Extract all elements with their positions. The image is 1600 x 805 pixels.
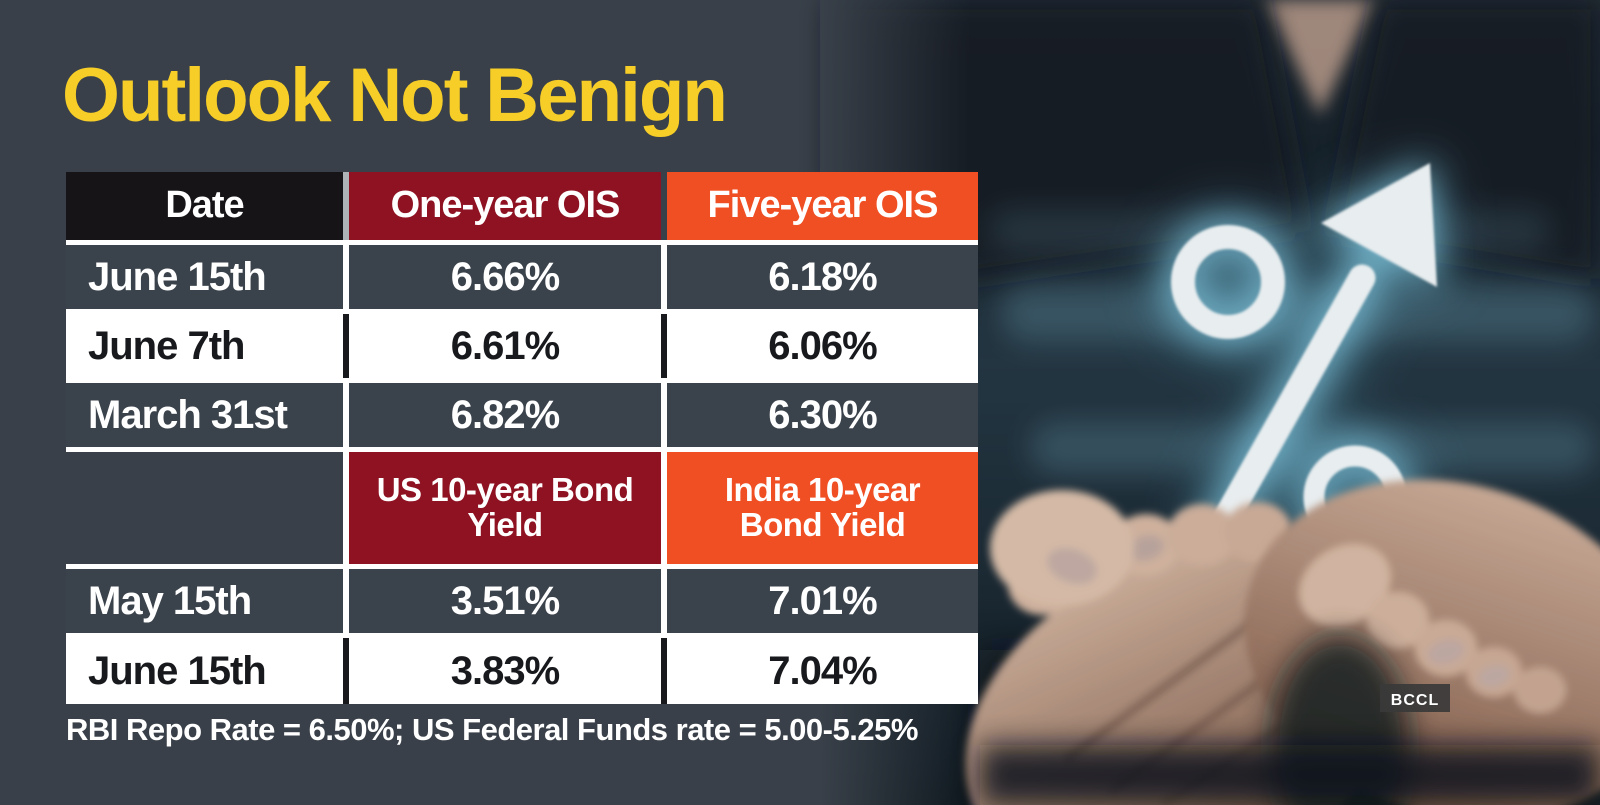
watermark-text: BCCL	[1391, 692, 1439, 709]
row-divider	[66, 633, 978, 638]
cell-separator	[661, 638, 667, 704]
india-bond-yield-value: 7.01%	[667, 569, 978, 633]
row-divider	[66, 564, 978, 569]
us-bond-yield-value: 3.51%	[349, 569, 661, 633]
header-one-year-ois: One-year OIS	[349, 172, 661, 240]
table-row: June 7th 6.61% 6.06%	[66, 314, 978, 378]
header-separator	[661, 452, 667, 564]
date-cell: June 7th	[66, 314, 343, 378]
row-divider	[66, 447, 978, 452]
five-year-ois-value: 6.30%	[667, 383, 978, 447]
row-divider	[66, 240, 978, 245]
header-us-10y-bond: US 10-year Bond Yield	[349, 452, 661, 564]
date-cell: June 15th	[66, 245, 343, 309]
header-separator	[343, 172, 349, 240]
header-empty	[66, 452, 343, 564]
table-row: June 15th 6.66% 6.18%	[66, 245, 978, 309]
cell-separator	[343, 314, 349, 378]
cell-separator	[661, 245, 667, 309]
cell-separator	[343, 638, 349, 704]
five-year-ois-value: 6.06%	[667, 314, 978, 378]
date-cell: May 15th	[66, 569, 343, 633]
cupped-hands	[965, 479, 1600, 805]
header-india-10y-bond: India 10-year Bond Yield	[667, 452, 978, 564]
india-bond-yield-value: 7.04%	[667, 638, 978, 704]
header-separator	[343, 452, 349, 564]
watermark-bccl: BCCL	[1380, 684, 1450, 712]
table-row: June 15th 3.83% 7.04%	[66, 638, 978, 704]
header-date: Date	[66, 172, 343, 240]
one-year-ois-value: 6.66%	[349, 245, 661, 309]
one-year-ois-value: 6.61%	[349, 314, 661, 378]
cell-separator	[343, 245, 349, 309]
cell-separator	[661, 314, 667, 378]
page-title: Outlook Not Benign	[62, 53, 728, 138]
date-cell: June 15th	[66, 638, 343, 704]
footnote: RBI Repo Rate = 6.50%; US Federal Funds …	[66, 712, 918, 747]
cell-separator	[343, 569, 349, 633]
table-row: March 31st 6.82% 6.30%	[66, 383, 978, 447]
date-cell: March 31st	[66, 383, 343, 447]
header-five-year-ois: Five-year OIS	[667, 172, 978, 240]
five-year-ois-value: 6.18%	[667, 245, 978, 309]
row-divider	[66, 378, 978, 383]
header-separator	[661, 172, 667, 240]
cell-separator	[343, 383, 349, 447]
row-divider	[66, 309, 978, 314]
cell-separator	[661, 569, 667, 633]
table-row: May 15th 3.51% 7.01%	[66, 569, 978, 633]
one-year-ois-value: 6.82%	[349, 383, 661, 447]
table-header-ois: Date One-year OIS Five-year OIS	[66, 172, 978, 240]
us-bond-yield-value: 3.83%	[349, 638, 661, 704]
cell-separator	[661, 383, 667, 447]
rates-table: Date One-year OIS Five-year OIS June 15t…	[66, 172, 978, 704]
table-header-bond-yield: US 10-year Bond Yield India 10-year Bond…	[66, 452, 978, 564]
